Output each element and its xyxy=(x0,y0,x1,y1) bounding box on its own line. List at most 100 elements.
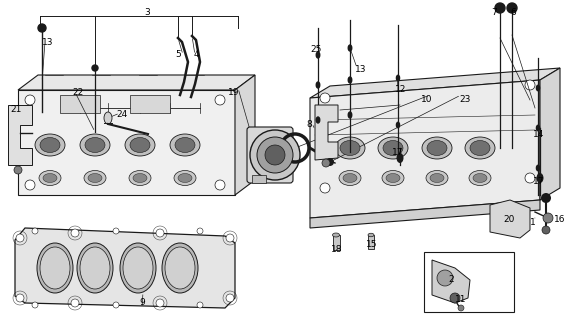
Ellipse shape xyxy=(378,137,408,159)
Circle shape xyxy=(458,305,464,311)
Ellipse shape xyxy=(386,173,400,182)
Ellipse shape xyxy=(43,173,57,182)
Ellipse shape xyxy=(316,82,320,88)
Text: 13: 13 xyxy=(42,38,54,47)
Text: 13: 13 xyxy=(355,65,367,74)
Polygon shape xyxy=(540,68,560,200)
Circle shape xyxy=(542,226,550,234)
Ellipse shape xyxy=(40,138,60,153)
Ellipse shape xyxy=(537,173,544,183)
Circle shape xyxy=(257,137,293,173)
Circle shape xyxy=(326,158,334,166)
Circle shape xyxy=(265,145,285,165)
Ellipse shape xyxy=(35,134,65,156)
Ellipse shape xyxy=(104,112,112,124)
Circle shape xyxy=(215,180,225,190)
Ellipse shape xyxy=(348,45,352,51)
Text: 18: 18 xyxy=(331,245,343,254)
Ellipse shape xyxy=(129,171,151,186)
Polygon shape xyxy=(432,260,470,303)
Ellipse shape xyxy=(339,171,361,186)
Circle shape xyxy=(320,93,330,103)
Ellipse shape xyxy=(40,247,70,289)
Ellipse shape xyxy=(382,171,404,186)
Circle shape xyxy=(250,130,300,180)
Ellipse shape xyxy=(430,173,444,182)
Ellipse shape xyxy=(396,75,400,81)
Ellipse shape xyxy=(162,243,198,293)
Ellipse shape xyxy=(120,243,156,293)
Text: 21: 21 xyxy=(10,105,21,114)
Polygon shape xyxy=(15,228,235,308)
Text: 17: 17 xyxy=(392,148,404,157)
Text: 9: 9 xyxy=(139,298,145,307)
Bar xyxy=(130,95,170,113)
Text: 16: 16 xyxy=(554,215,565,224)
Text: 10: 10 xyxy=(421,95,433,104)
Ellipse shape xyxy=(178,173,192,182)
Text: 7: 7 xyxy=(491,8,497,17)
Circle shape xyxy=(495,3,505,13)
Text: 20: 20 xyxy=(503,215,514,224)
Ellipse shape xyxy=(80,247,110,289)
Text: 15: 15 xyxy=(366,240,378,249)
Text: 3: 3 xyxy=(144,8,150,17)
Circle shape xyxy=(156,299,164,307)
Circle shape xyxy=(507,3,517,13)
Circle shape xyxy=(226,294,234,302)
Circle shape xyxy=(197,302,203,308)
Circle shape xyxy=(71,229,79,237)
Circle shape xyxy=(32,228,38,234)
Text: 6: 6 xyxy=(510,8,516,17)
Ellipse shape xyxy=(130,138,150,153)
Ellipse shape xyxy=(80,134,110,156)
Ellipse shape xyxy=(343,173,357,182)
Circle shape xyxy=(38,24,46,32)
Ellipse shape xyxy=(340,140,360,156)
Ellipse shape xyxy=(348,77,352,83)
Ellipse shape xyxy=(123,247,153,289)
Text: 22: 22 xyxy=(72,88,83,97)
Polygon shape xyxy=(8,105,32,165)
Text: 2: 2 xyxy=(448,275,453,284)
Circle shape xyxy=(437,270,453,286)
Circle shape xyxy=(322,159,330,167)
Ellipse shape xyxy=(426,171,448,186)
Circle shape xyxy=(156,229,164,237)
Polygon shape xyxy=(490,200,530,238)
Circle shape xyxy=(25,180,35,190)
Circle shape xyxy=(71,299,79,307)
Ellipse shape xyxy=(316,52,320,58)
Circle shape xyxy=(113,228,119,234)
Circle shape xyxy=(14,166,22,174)
Ellipse shape xyxy=(368,233,374,237)
Circle shape xyxy=(543,213,553,223)
Circle shape xyxy=(25,95,35,105)
Circle shape xyxy=(525,173,535,183)
Ellipse shape xyxy=(133,173,147,182)
Circle shape xyxy=(16,294,24,302)
Ellipse shape xyxy=(465,137,495,159)
Ellipse shape xyxy=(536,125,540,131)
Ellipse shape xyxy=(316,117,320,123)
Circle shape xyxy=(320,183,330,193)
Circle shape xyxy=(197,228,203,234)
Ellipse shape xyxy=(396,153,404,163)
Circle shape xyxy=(226,234,234,242)
Polygon shape xyxy=(310,80,540,218)
Ellipse shape xyxy=(77,243,113,293)
Text: 23: 23 xyxy=(459,95,471,104)
Text: 8: 8 xyxy=(306,120,312,129)
Bar xyxy=(60,95,100,113)
Ellipse shape xyxy=(125,134,155,156)
Ellipse shape xyxy=(469,171,491,186)
Bar xyxy=(424,252,514,312)
Text: 1: 1 xyxy=(530,218,536,227)
Ellipse shape xyxy=(332,233,340,237)
Circle shape xyxy=(450,293,460,303)
Bar xyxy=(333,235,340,250)
Text: 12: 12 xyxy=(395,85,407,94)
Text: 19: 19 xyxy=(228,88,240,97)
Polygon shape xyxy=(18,90,235,195)
Ellipse shape xyxy=(88,173,102,182)
